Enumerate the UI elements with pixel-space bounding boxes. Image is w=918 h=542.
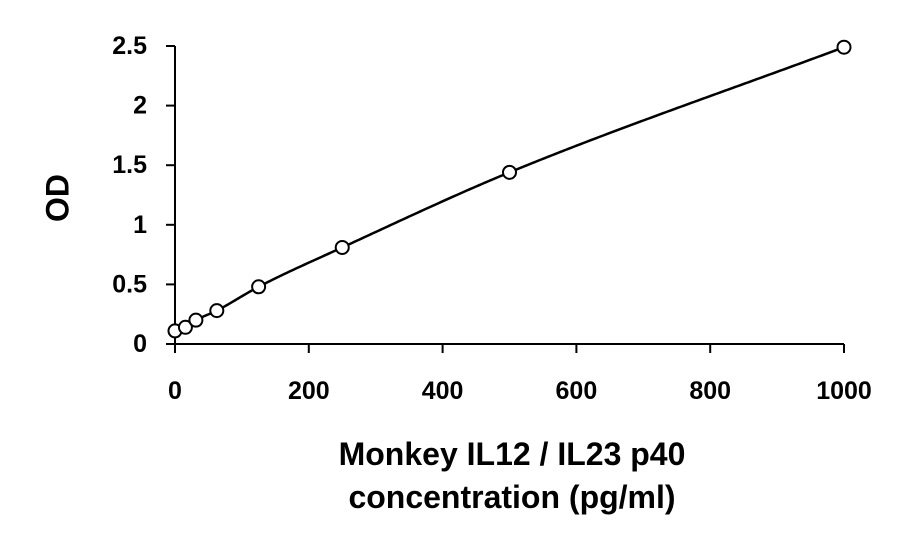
y-tick-label: 0.5 [112, 270, 147, 298]
data-point [836, 39, 852, 55]
y-tick-label: 2.5 [112, 32, 147, 60]
data-point [251, 279, 267, 295]
data-point [334, 239, 350, 255]
data-point [209, 303, 225, 319]
x-tick-label: 0 [168, 377, 182, 405]
x-axis-title-line-1: Monkey IL12 / IL23 p40 [339, 436, 686, 472]
data-point [188, 312, 204, 328]
y-tick-label: 1.5 [112, 151, 147, 179]
x-tick-label: 600 [556, 377, 598, 405]
y-tick-label: 0 [133, 330, 147, 358]
y-tick-label: 2 [133, 92, 147, 120]
y-tick-label: 1 [133, 211, 147, 239]
x-tick-label: 1000 [816, 377, 872, 405]
fit-curve-line [174, 46, 845, 333]
x-tick-label: 400 [422, 377, 464, 405]
x-tick-label: 800 [689, 377, 731, 405]
y-axis-title: OD [39, 174, 75, 222]
data-point [177, 319, 193, 335]
data-point [502, 164, 517, 180]
x-axis-title-line-2: concentration (pg/ml) [348, 479, 675, 515]
x-tick-label: 200 [288, 377, 330, 405]
plot-axes: 0 0.5 1 1.5 2 2.5 0 200 400 600 800 1000 [112, 32, 872, 405]
